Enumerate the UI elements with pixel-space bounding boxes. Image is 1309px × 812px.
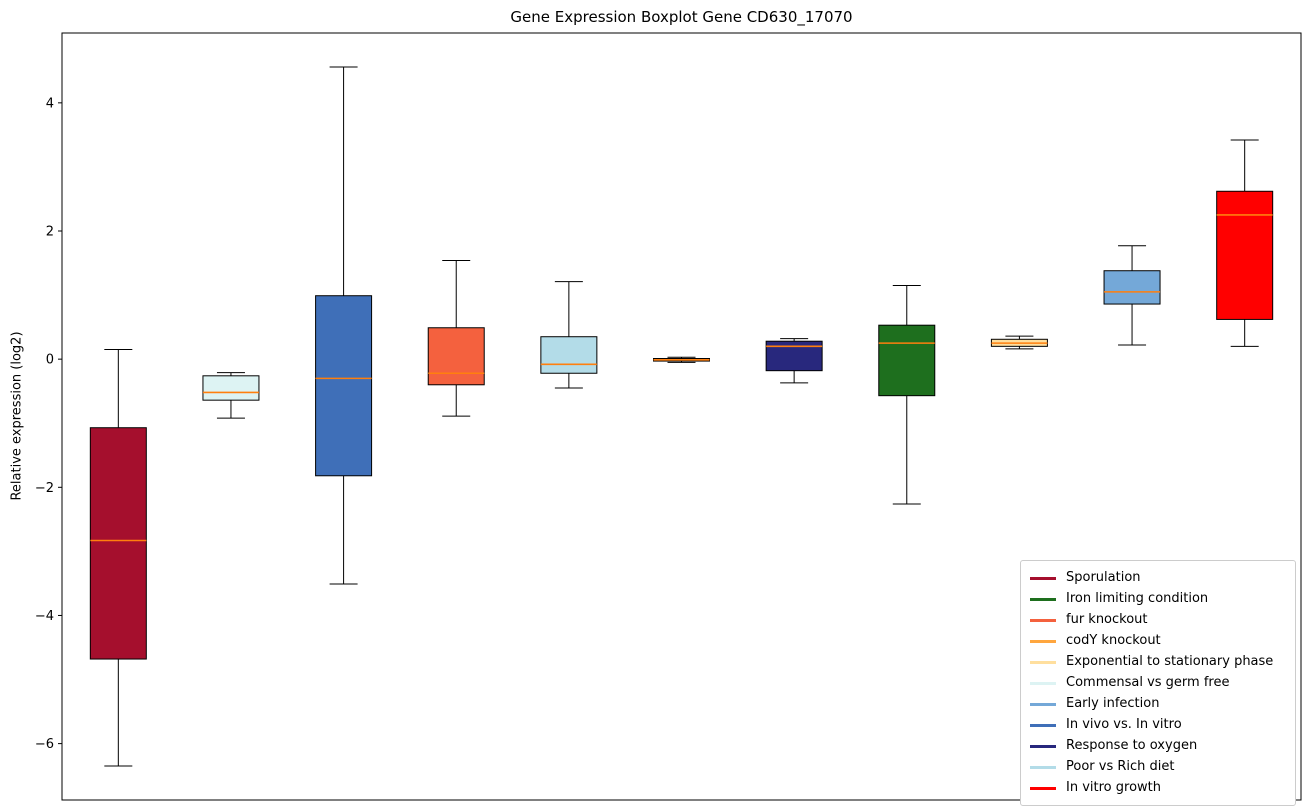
legend-item: Early infection xyxy=(1030,694,1286,714)
box xyxy=(1216,190,1274,320)
legend-item: Poor vs Rich diet xyxy=(1030,757,1286,777)
y-axis-label: Relative expression (log2) xyxy=(9,331,25,501)
legend-item: codY knockout xyxy=(1030,631,1286,651)
boxplot-series xyxy=(990,335,1048,350)
box xyxy=(315,295,373,477)
legend-item: Response to oxygen xyxy=(1030,736,1286,756)
legend-label: fur knockout xyxy=(1066,612,1148,627)
y-tick-label: −6 xyxy=(35,737,54,752)
boxplot-series xyxy=(427,259,485,417)
legend-item: Exponential to stationary phase xyxy=(1030,652,1286,672)
legend-label: Poor vs Rich diet xyxy=(1066,759,1175,774)
y-tick-label: 0 xyxy=(46,353,54,368)
legend-item: Iron limiting condition xyxy=(1030,589,1286,609)
boxplot-series xyxy=(89,349,147,767)
box xyxy=(202,375,260,401)
legend-label: Response to oxygen xyxy=(1066,738,1198,753)
boxplot-series xyxy=(765,338,823,384)
legend-swatch xyxy=(1030,786,1056,790)
y-tick-label: 2 xyxy=(46,224,54,239)
legend-item: fur knockout xyxy=(1030,610,1286,630)
legend-swatch xyxy=(1030,597,1056,601)
legend-swatch xyxy=(1030,681,1056,685)
legend-label: Iron limiting condition xyxy=(1066,591,1209,606)
box xyxy=(540,336,598,374)
legend-item: Commensal vs germ free xyxy=(1030,673,1286,693)
chart-title: Gene Expression Boxplot Gene CD630_17070 xyxy=(510,8,853,26)
legend-item: Sporulation xyxy=(1030,568,1286,588)
legend-label: Sporulation xyxy=(1066,570,1141,585)
y-tick-label: −4 xyxy=(35,609,54,624)
boxplot-series xyxy=(878,284,936,505)
boxplot-series xyxy=(653,356,710,363)
legend-label: In vitro growth xyxy=(1066,780,1161,795)
legend-label: Exponential to stationary phase xyxy=(1066,654,1274,669)
legend-swatch xyxy=(1030,618,1056,622)
y-tick-label: 4 xyxy=(46,96,54,111)
legend-swatch xyxy=(1030,744,1056,748)
legend-swatch xyxy=(1030,660,1056,664)
legend-item: In vivo vs. In vitro xyxy=(1030,715,1286,735)
legend-label: codY knockout xyxy=(1066,633,1161,648)
boxplot-series xyxy=(1103,245,1161,346)
legend-swatch xyxy=(1030,723,1056,727)
box xyxy=(1103,270,1161,305)
legend-label: Early infection xyxy=(1066,696,1160,711)
box xyxy=(427,327,485,386)
boxplot-series xyxy=(315,66,373,585)
legend-label: Commensal vs germ free xyxy=(1066,675,1230,690)
box xyxy=(878,324,936,397)
legend-swatch xyxy=(1030,576,1056,580)
box xyxy=(89,427,147,660)
legend-label: In vivo vs. In vitro xyxy=(1066,717,1182,732)
legend-swatch xyxy=(1030,765,1056,769)
legend-swatch xyxy=(1030,639,1056,643)
legend-swatch xyxy=(1030,702,1056,706)
boxplot-series xyxy=(1216,139,1274,347)
legend: Sporulation Iron limiting condition fur kn… xyxy=(1020,560,1296,806)
boxplot-series xyxy=(202,372,260,419)
y-tick-label: −2 xyxy=(35,481,54,496)
boxplot-series xyxy=(540,281,598,389)
legend-item: In vitro growth xyxy=(1030,778,1286,798)
